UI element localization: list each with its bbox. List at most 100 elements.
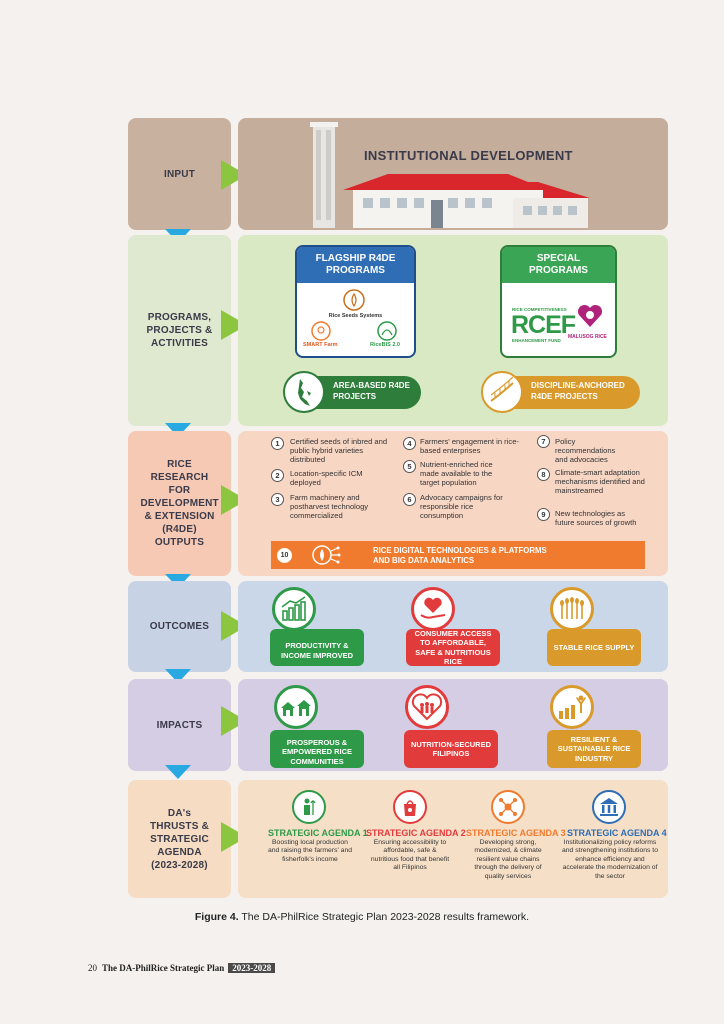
- institution-icon: [600, 798, 618, 816]
- row-body-impacts: PROSPEROUS & EMPOWERED RICE COMMUNITIES …: [238, 679, 668, 771]
- row-label-r4de: RICE RESEARCH FOR DEVELOPMENT & EXTENSIO…: [128, 431, 231, 576]
- area-based-circle: [283, 371, 325, 413]
- philippines-map-icon: [298, 379, 311, 406]
- output-number: 4: [403, 437, 416, 450]
- page-footer: 20 The DA-PhilRice Strategic Plan 2023-2…: [88, 963, 276, 973]
- outcome-productivity: PRODUCTIVITY & INCOME IMPROVED: [270, 629, 364, 666]
- impact-resilient-circle: [550, 685, 594, 729]
- output-number: 8: [537, 468, 550, 481]
- output-number: 2: [271, 469, 284, 482]
- malusog-rice-label: MALUSOG RICE: [568, 334, 607, 340]
- area-based-projects: AREA-BASED R4DE PROJECTS: [283, 371, 421, 413]
- row-label-ppa-text: PROGRAMS, PROJECTS & ACTIVITIES: [146, 312, 213, 349]
- discipline-circle: [481, 371, 523, 413]
- row-label-input-text: INPUT: [164, 168, 195, 180]
- agenda-3-title: STRATEGIC AGENDA 3: [466, 828, 566, 838]
- area-based-label: AREA-BASED R4DE PROJECTS: [333, 381, 410, 401]
- output-10-bar: 10 RICE DIGITAL TECHNOLOGIES & PLATFORMS…: [271, 541, 645, 569]
- rcef-logo: RCEF: [511, 311, 576, 339]
- agenda-2-title: STRATEGIC AGENDA 2: [366, 828, 466, 838]
- row-label-outcomes: OUTCOMES: [128, 581, 231, 672]
- output-text: Climate-smart adaptation mechanisms iden…: [555, 468, 645, 495]
- rcef-bottom-label: ENHANCEMENT FUND: [512, 338, 561, 343]
- impact-resilient: RESILIENT & SUSTAINABLE RICE INDUSTRY: [547, 730, 641, 768]
- impact-prosperous-circle: [274, 685, 318, 729]
- flagship-programs-box: FLAGSHIP R4DE PROGRAMS Rice Seeds System…: [295, 245, 416, 358]
- output-number: 6: [403, 493, 416, 506]
- row-label-thrusts-text: DA's THRUSTS & STRATEGIC AGENDA (2023-20…: [149, 807, 210, 871]
- row-label-r4de-text: RICE RESEARCH FOR DEVELOPMENT & EXTENSIO…: [140, 459, 219, 548]
- special-programs-box: SPECIAL PROGRAMS RICE COMPETITIVENESS RC…: [500, 245, 617, 358]
- special-programs-title: SPECIAL PROGRAMS: [529, 253, 588, 276]
- impact-nutrition-circle: [405, 685, 449, 729]
- flagship-programs-header: FLAGSHIP R4DE PROGRAMS: [297, 247, 414, 283]
- row-label-input: INPUT: [128, 118, 231, 230]
- output-text: Farm machinery and postharvest technolog…: [290, 493, 369, 520]
- row-body-r4de: 1 Certified seeds of inbred and public h…: [238, 431, 668, 576]
- outcome-stable-circle: [550, 587, 594, 631]
- row-label-impacts-text: IMPACTS: [156, 719, 203, 731]
- discipline-label: DISCIPLINE-ANCHORED R4DE PROJECTS: [531, 381, 625, 401]
- rice-field-icon: [560, 597, 584, 619]
- output-text: Farmers' engagement in rice-based enterp…: [420, 437, 519, 455]
- dna-rice-icon: [490, 376, 514, 402]
- output-number: 3: [271, 493, 284, 506]
- rcef-top-label: RICE COMPETITIVENESS: [512, 307, 567, 312]
- agenda-3-text: Developing strong, modernized, & climate…: [474, 839, 542, 880]
- family-heart-icon: [411, 693, 443, 721]
- outcome-consumer-circle: [411, 587, 455, 631]
- agenda-1-title: STRATEGIC AGENDA 1: [268, 828, 368, 838]
- figure-caption-label: Figure 4.: [194, 911, 239, 923]
- discipline-anchored-projects: DISCIPLINE-ANCHORED R4DE PROJECTS: [481, 371, 640, 413]
- output-text: New technologies as future sources of gr…: [555, 509, 637, 527]
- output-text: Certified seeds of inbred and public hyb…: [290, 437, 388, 464]
- agenda-4-circle: [592, 790, 626, 824]
- impact-prosperous: PROSPEROUS & EMPOWERED RICE COMMUNITIES: [270, 730, 364, 768]
- output-text: Nutrient-enriched rice made available to…: [420, 460, 493, 487]
- row-body-thrusts: STRATEGIC AGENDA 1 Boosting local produc…: [238, 780, 668, 898]
- agenda-1-circle: [292, 790, 326, 824]
- outcome-consumer-access: CONSUMER ACCESS TO AFFORDABLE, SAFE & NU…: [406, 629, 500, 666]
- output-number: 1: [271, 437, 284, 450]
- outcome-stable-supply: STABLE RICE SUPPLY: [547, 629, 641, 666]
- ricebis-icon: [377, 321, 397, 341]
- figure-caption-text: The DA-PhilRice Strategic Plan 2023-2028…: [238, 911, 530, 923]
- footer-title: The DA-PhilRice Strategic Plan: [102, 963, 225, 973]
- output-text: Policy recommendations and advocacies: [555, 437, 616, 464]
- output-10-text: RICE DIGITAL TECHNOLOGIES & PLATFORMS AN…: [373, 546, 547, 565]
- footer-years: 2023-2028: [228, 963, 276, 973]
- houses-icon: [281, 700, 311, 716]
- agenda-4-title: STRATEGIC AGENDA 4: [567, 828, 667, 838]
- row-body-outcomes: PRODUCTIVITY & INCOME IMPROVED CONSUMER …: [238, 581, 668, 672]
- agenda-3-circle: [491, 790, 525, 824]
- outcome-productivity-circle: [272, 587, 316, 631]
- output-number: 7: [537, 435, 550, 448]
- institutional-development-title: INSTITUTIONAL DEVELOPMENT: [364, 148, 573, 163]
- output-number: 5: [403, 460, 416, 473]
- agenda-1-text: Boosting local production and raising th…: [267, 839, 353, 863]
- ricebis-label: RiceBIS 2.0: [370, 342, 400, 348]
- agenda-4-text: Institutionalizing policy reforms and st…: [562, 839, 658, 880]
- figure-caption: Figure 4. The DA-PhilRice Strategic Plan…: [0, 911, 724, 923]
- rice-seeds-label: Rice Seeds Systems: [328, 313, 383, 319]
- network-icon: [499, 798, 517, 816]
- output-text: Advocacy campaigns for responsible rice …: [420, 493, 503, 520]
- food-bag-icon: [404, 800, 416, 816]
- row-label-outcomes-text: OUTCOMES: [149, 621, 210, 632]
- agenda-2-circle: [393, 790, 427, 824]
- row-label-impacts: IMPACTS: [128, 679, 231, 771]
- smart-farm-label: SMART Farm: [303, 342, 338, 348]
- building-illustration: [310, 122, 590, 228]
- arrow-down-icon: [165, 765, 191, 779]
- farmer-icon: [304, 798, 316, 815]
- row-label-ppa: PROGRAMS, PROJECTS & ACTIVITIES: [128, 235, 231, 426]
- heart-hand-icon: [420, 597, 446, 619]
- special-programs-header: SPECIAL PROGRAMS: [502, 247, 615, 283]
- malusog-rice-icon: [577, 304, 603, 327]
- rice-seeds-icon: [343, 289, 365, 311]
- row-body-ppa: FLAGSHIP R4DE PROGRAMS Rice Seeds System…: [238, 235, 668, 426]
- output-text: Location-specific ICM deployed: [290, 469, 363, 487]
- smart-farm-icon: [311, 321, 331, 341]
- growth-person-icon: [559, 695, 586, 719]
- row-body-input: INSTITUTIONAL DEVELOPMENT: [238, 118, 668, 230]
